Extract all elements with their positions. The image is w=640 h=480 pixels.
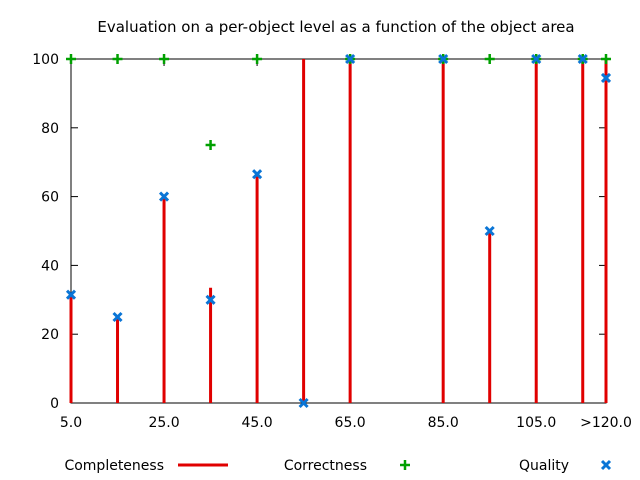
y-tick-label: 0 [50,396,59,412]
legend: Completeness Correctness Quality [64,458,612,474]
plot-axes [70,58,607,404]
quality-point [205,294,216,305]
quality-point [577,53,588,65]
correctness-point [601,54,611,64]
data-marks [65,53,612,409]
x-tick-label: >120.0 [580,415,632,431]
y-tick-label: 60 [41,190,59,206]
quality-point [158,191,170,202]
quality-point [345,53,356,65]
x-tick-label: 85.0 [428,415,459,431]
legend-plus-swatch [400,460,410,470]
quality-point [252,169,263,180]
x-tick-label: 25.0 [148,415,179,431]
y-tick-label: 20 [41,327,59,343]
x-tick-label: 65.0 [335,415,366,431]
quality-point [298,397,309,409]
axis-ticks: 0 20 40 60 80 100 5.0 25.0 45.0 65.0 85.0 105.0 >120… [32,52,632,431]
x-tick-label: 105.0 [516,415,556,431]
quality-point [438,53,449,65]
x-tick-label: 5.0 [60,415,82,431]
correctness-point [112,54,123,64]
correctness-point [252,54,263,64]
quality-point [531,53,542,65]
y-tick-label: 80 [41,121,59,137]
chart-title: Evaluation on a per-object level as a fu… [97,18,574,36]
y-tick-label: 100 [32,52,59,68]
legend-label: Completeness [64,458,164,474]
correctness-point [205,140,216,150]
correctness-point [484,54,495,64]
plot-border [70,58,607,404]
correctness-point [66,54,76,64]
quality-point [65,289,77,300]
quality-point [484,225,495,237]
quality-point [112,311,123,323]
legend-cross-swatch [600,459,612,471]
x-tick-label: 45.0 [242,415,273,431]
correctness-point [159,54,170,64]
legend-label: Correctness [284,458,367,474]
y-tick-label: 40 [41,258,59,274]
legend-label: Quality [519,458,569,474]
quality-point [600,72,612,83]
